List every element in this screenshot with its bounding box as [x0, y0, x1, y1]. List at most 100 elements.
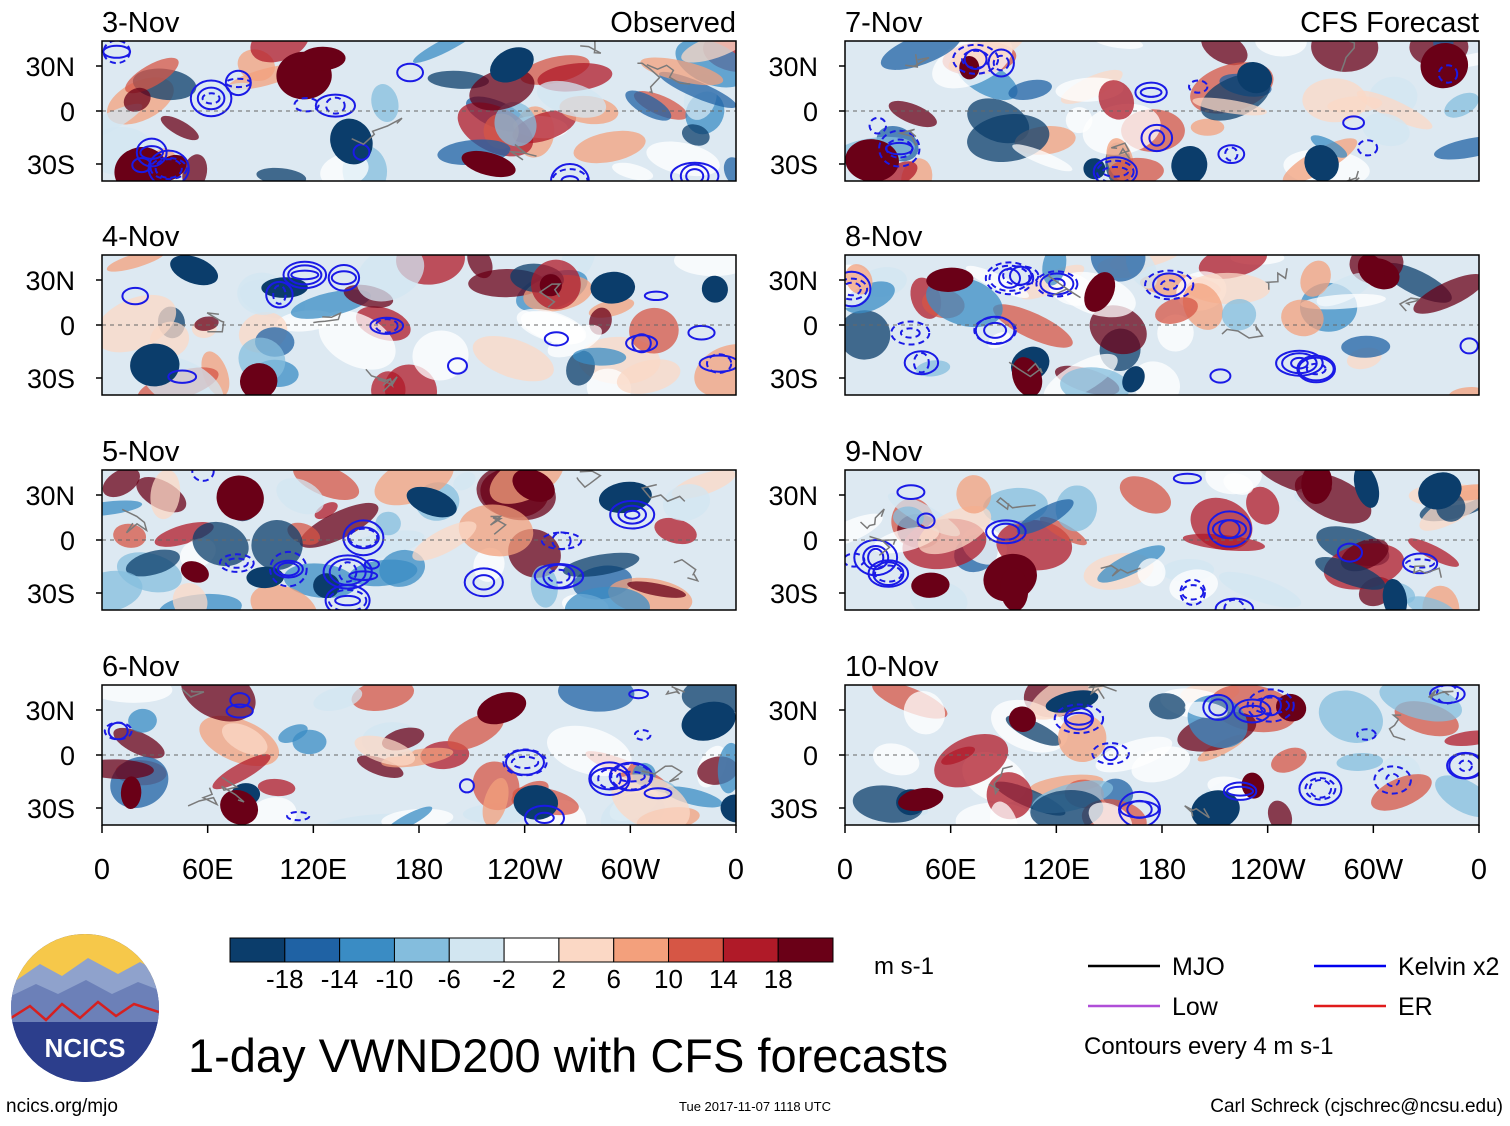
kelvin-contour — [670, 161, 720, 181]
x-axis-observed: 0 60E 120E 180 120W 60W 0 — [94, 825, 744, 886]
anomaly-shade — [102, 500, 143, 517]
anomaly-shade — [102, 294, 177, 353]
panel-6-nov: 30N 0 30S 6-Nov — [25, 651, 737, 826]
legend-label: Kelvin x2 — [1398, 953, 1499, 981]
kelvin-contour — [1101, 166, 1130, 178]
kelvin-contour — [269, 550, 308, 588]
kelvin-contour — [1222, 781, 1258, 801]
kelvin-contour — [1148, 129, 1166, 147]
kelvin-contour — [1091, 742, 1130, 765]
anomaly-shade — [314, 502, 338, 520]
anomaly-core — [1122, 366, 1145, 393]
kelvin-contour — [224, 69, 252, 97]
kelvin-contour — [1035, 270, 1079, 298]
panel-9-nov: 30N 0 30S 9-Nov — [768, 436, 1480, 611]
anomaly-core — [1000, 567, 1029, 610]
anomaly-core — [299, 46, 346, 71]
anomaly-shade — [1201, 41, 1248, 66]
anomaly-core — [1084, 272, 1116, 312]
panel-date: 7-Nov — [845, 7, 923, 39]
kelvin-contour — [121, 286, 149, 306]
colorbar-swatch — [668, 937, 724, 963]
anomaly-core — [1237, 62, 1273, 94]
anomaly-shade — [1336, 753, 1384, 771]
kelvin-contour — [290, 269, 320, 281]
kelvin-contour — [458, 778, 475, 794]
anomaly-shade — [640, 57, 724, 86]
anomaly-shade — [412, 330, 469, 381]
kelvin-contour — [191, 470, 215, 482]
coastline — [1008, 361, 1043, 378]
kelvin-contour — [1238, 704, 1266, 718]
kelvin-contour — [706, 353, 733, 374]
anomaly-shade — [1267, 800, 1293, 825]
anomaly-core — [1353, 470, 1380, 508]
anomaly-shade — [934, 733, 1009, 788]
kelvin-contour — [1214, 597, 1255, 610]
anomaly-shade — [646, 141, 720, 177]
y-tick-label: 0 — [803, 97, 818, 127]
anomaly-shade — [1016, 499, 1074, 535]
colorbar-tick-label: 2 — [552, 964, 566, 994]
kelvin-contour — [1002, 265, 1040, 287]
kelvin-contour — [287, 264, 323, 286]
kelvin-contour — [589, 767, 630, 791]
anomaly-shade — [125, 549, 180, 577]
kelvin-contour — [1437, 64, 1459, 84]
anomaly-shade — [1090, 255, 1146, 282]
panel-field — [845, 685, 1479, 825]
anomaly-shade — [1137, 558, 1166, 587]
anomaly-shade — [654, 517, 697, 545]
kelvin-contour — [272, 559, 304, 579]
kelvin-contour — [103, 721, 133, 741]
colorbar-tick-label: -6 — [438, 964, 461, 994]
kelvin-contour — [617, 504, 648, 525]
coastline — [508, 143, 537, 161]
anomaly-shade — [893, 506, 924, 529]
anomaly-shade — [371, 83, 399, 123]
kelvin-contour — [890, 320, 931, 346]
kelvin-contour — [963, 48, 988, 70]
kelvin-contour — [1405, 558, 1435, 569]
kelvin-contour — [347, 526, 380, 550]
kelvin-contour — [1119, 800, 1160, 819]
kelvin-contour — [679, 163, 710, 181]
anomaly-shade — [412, 41, 479, 63]
kelvin-contour — [1297, 356, 1335, 382]
kelvin-contour — [853, 539, 899, 577]
y-tick-label: 30S — [770, 150, 818, 180]
anomaly-shade — [681, 41, 736, 63]
anomaly-core — [1011, 357, 1043, 395]
kelvin-contour — [1096, 159, 1135, 181]
x-tick-label: 60E — [925, 854, 977, 886]
anomaly-core — [130, 343, 180, 387]
kelvin-contour — [698, 354, 736, 373]
anomaly-shade — [1379, 685, 1463, 722]
anomaly-shade — [880, 41, 961, 70]
kelvin-contour — [334, 594, 362, 607]
kelvin-contour — [327, 264, 361, 292]
coastline — [206, 312, 225, 333]
panel-date: 10-Nov — [845, 651, 939, 683]
anomaly-shade — [276, 478, 325, 515]
kelvin-contour — [985, 519, 1027, 545]
website-link[interactable]: ncics.org/mjo — [6, 1096, 118, 1117]
anomaly-shade — [1315, 557, 1386, 590]
anomaly-core — [1301, 470, 1333, 504]
colorbar-swatch — [722, 937, 779, 963]
x-axis-forecast: 0 60E 120E 180 120W 60W 0 — [837, 825, 1487, 886]
colorbar-swatch — [448, 937, 505, 963]
anomaly-shade — [1093, 41, 1144, 49]
kelvin-contour — [131, 157, 152, 174]
coastline — [995, 496, 1036, 511]
panel-7-nov: 30N 0 30S 7-Nov CFS Forecast — [768, 7, 1480, 182]
anomaly-shade — [150, 470, 181, 520]
kelvin-contour — [588, 761, 631, 797]
anomaly-shade — [1148, 693, 1186, 720]
anomaly-core — [701, 275, 728, 303]
x-tick-label: 0 — [1471, 854, 1487, 886]
anomaly-shade — [458, 504, 534, 557]
anomaly-shade — [1055, 485, 1097, 532]
anomaly-shade — [102, 759, 154, 780]
anomaly-shade — [467, 255, 493, 279]
